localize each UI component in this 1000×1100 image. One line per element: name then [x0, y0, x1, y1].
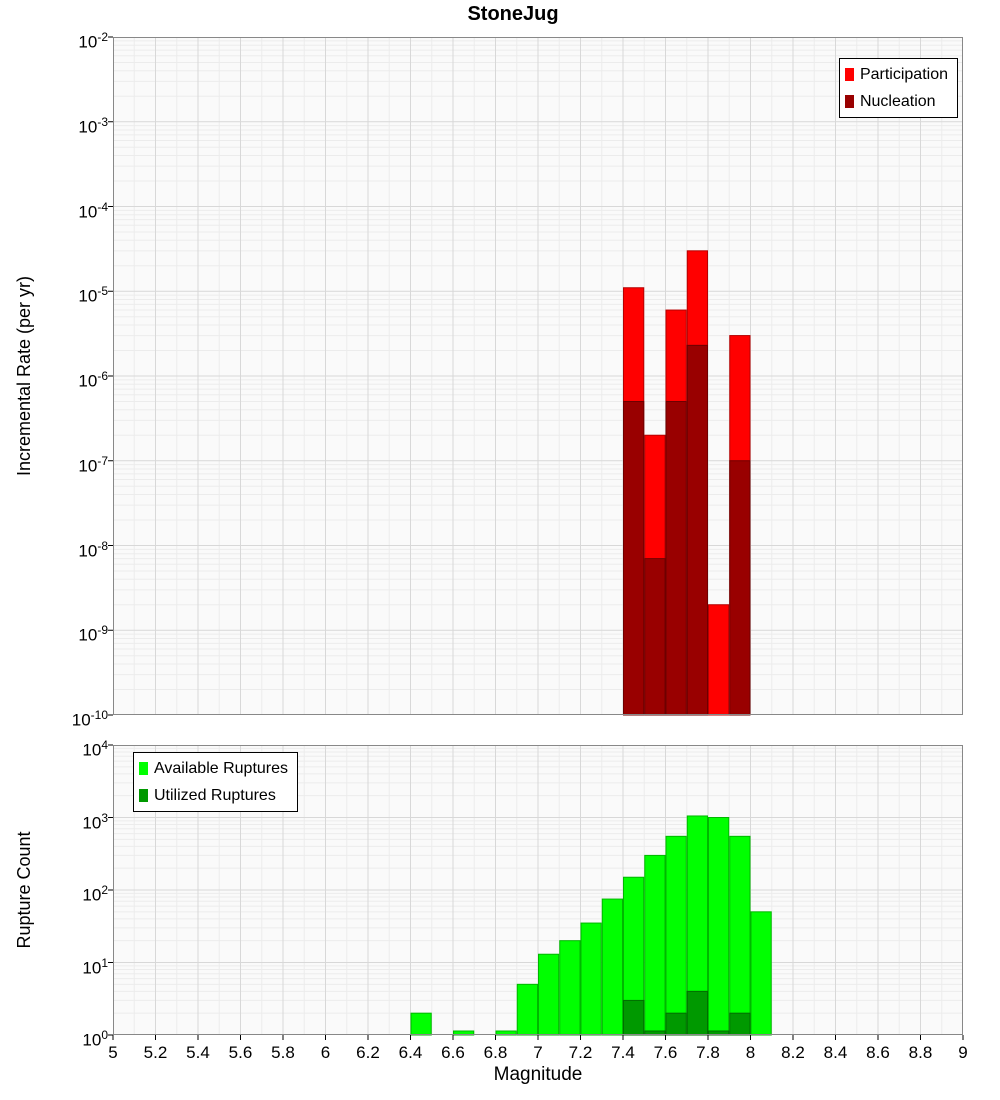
x-tick-label: 7.4: [611, 1043, 635, 1062]
y-tick-label: 104: [82, 738, 108, 760]
y-tick-label: 10-7: [78, 453, 108, 476]
y-tick-label: 10-6: [78, 369, 108, 391]
legend-label-nucleation: Nucleation: [859, 92, 936, 110]
count-legend: Available Ruptures Utilized Ruptures: [133, 752, 299, 812]
rate-plot-area: [108, 36, 963, 716]
bar: [665, 835, 687, 1036]
x-tick-label: 6.6: [441, 1043, 465, 1062]
x-tick-label: 7.8: [696, 1043, 720, 1062]
x-tick-label: 7.2: [568, 1043, 593, 1062]
plot-svg: [108, 36, 963, 716]
bar: [729, 835, 751, 1036]
legend-row-utilized: Utilized Ruptures: [139, 782, 288, 809]
bar: [623, 401, 645, 716]
bar: [516, 983, 538, 1036]
nucleation-swatch: [844, 95, 854, 108]
x-tick-label: 7.6: [653, 1043, 678, 1062]
bars-available-ruptures: [410, 815, 772, 1036]
legend-label-participation: Participation: [859, 65, 948, 83]
x-tick-label: 5.6: [228, 1043, 253, 1062]
participation-swatch: [844, 68, 854, 81]
x-tick-label: 8.6: [866, 1043, 890, 1062]
bar: [665, 1012, 687, 1036]
x-tick-label: 6.8: [483, 1043, 508, 1062]
y-tick-label: 10-5: [78, 284, 108, 306]
y-tick-label: 103: [82, 810, 108, 833]
plot-frame: [113, 745, 963, 1035]
axis-ticks: [108, 36, 113, 716]
legend-label-utilized: Utilized Ruptures: [154, 786, 276, 804]
gridlines: [113, 37, 963, 715]
x-tick-label: 6.2: [356, 1043, 380, 1062]
x-tick-label: 5.2: [143, 1043, 168, 1062]
magnitude-axis-label: Magnitude: [493, 1064, 583, 1085]
y-tick-label: 100: [82, 1028, 108, 1050]
x-tick-label: 6.4: [398, 1043, 423, 1062]
x-tick-label: 8.8: [908, 1043, 933, 1062]
y-tick-label: 10-8: [78, 538, 108, 561]
y-tick-label: 102: [82, 883, 108, 905]
bar: [601, 898, 623, 1036]
bar: [686, 990, 708, 1036]
bar: [410, 1012, 432, 1036]
bars-nucleation: [623, 344, 751, 716]
x-tick-label: 8: [745, 1043, 756, 1062]
bars-utilized-ruptures: [623, 990, 751, 1036]
bar: [686, 344, 708, 716]
available-ruptures-swatch: [139, 762, 148, 775]
bar: [644, 854, 666, 1036]
legend-row-nucleation: Nucleation: [844, 88, 948, 115]
x-tick-label: 8.4: [823, 1043, 848, 1062]
bar: [708, 817, 730, 1036]
y-tick-label: 10-3: [78, 114, 108, 137]
x-tick-label: 6: [320, 1043, 331, 1062]
bar: [729, 460, 751, 716]
y-tick-label: 10-4: [78, 199, 108, 222]
utilized-ruptures-swatch: [139, 789, 148, 802]
x-tick-label: 7: [533, 1043, 543, 1062]
bar: [729, 1012, 751, 1036]
x-tick-label: 9: [958, 1043, 968, 1062]
bar: [750, 911, 772, 1036]
plot-frame: [113, 37, 963, 715]
bar: [665, 401, 687, 716]
legend-row-available: Available Ruptures: [139, 755, 288, 782]
y-tick-label: 10-9: [78, 623, 108, 645]
bar: [580, 922, 602, 1036]
y-tick-label: 10-2: [78, 30, 108, 52]
legend-label-available: Available Ruptures: [154, 759, 289, 777]
x-tick-label: 8.2: [781, 1043, 805, 1062]
rate-legend: Participation Nucleation: [838, 58, 958, 118]
legend-row-participation: Participation: [844, 61, 948, 88]
y-tick-label: 10-10: [71, 708, 108, 730]
bar: [644, 558, 666, 716]
x-tick-label: 5.4: [186, 1043, 210, 1062]
axis-ticks: [108, 744, 964, 1040]
bar: [708, 604, 730, 716]
bar: [538, 953, 560, 1036]
chart-title: StoneJug: [467, 3, 559, 25]
bar: [559, 940, 581, 1036]
x-tick-label: 5.8: [271, 1043, 295, 1062]
y-tick-label: 101: [82, 955, 108, 978]
bar: [623, 999, 645, 1036]
x-tick-label: 5: [108, 1043, 118, 1062]
